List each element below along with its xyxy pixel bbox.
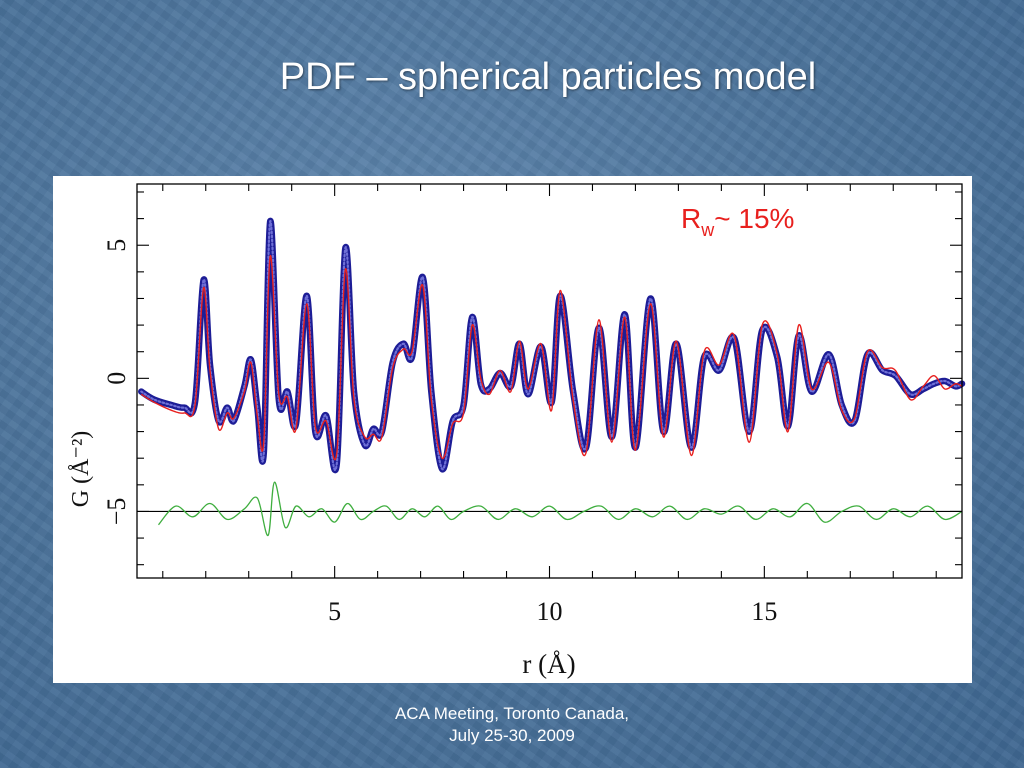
x-axis-label: r (Å) [522, 649, 575, 679]
y-tick-label: 0 [102, 372, 131, 385]
rw-annotation: Rw~ 15% [681, 203, 794, 240]
difference-curve [158, 481, 963, 537]
slide-title: PDF – spherical particles model [279, 56, 817, 98]
y-axis-label: G (Å⁻²) [68, 431, 94, 508]
y-tick-label: −5 [102, 498, 131, 526]
x-tick-label: 15 [751, 597, 777, 626]
footer-line-1: ACA Meeting, Toronto Canada, [394, 704, 630, 723]
y-tick-label-group: −5 [102, 498, 131, 526]
y-tick-label-group: 0 [102, 372, 131, 385]
series-layer [137, 218, 966, 537]
y-axis-title: G (Å⁻²) [68, 431, 94, 508]
footer: ACA Meeting, Toronto Canada, July 25-30,… [0, 703, 1024, 747]
x-tick-label: 10 [537, 597, 563, 626]
x-tick-label: 5 [328, 597, 341, 626]
pdf-chart: 5 10 15 5 0 −5 G (Å⁻²) r (Å) Rw~ 15% [68, 183, 966, 679]
rw-symbol: R [681, 203, 701, 234]
fit-curve [140, 255, 963, 461]
footer-line-2: July 25-30, 2009 [449, 726, 575, 745]
rw-subscript: w [700, 220, 715, 240]
tick-layer: 5 10 15 5 0 −5 [102, 184, 962, 626]
y-tick-label: 5 [102, 239, 131, 252]
y-tick-label-group: 5 [102, 239, 131, 252]
rw-value: ~ 15% [714, 203, 794, 234]
figure-panel: 5 10 15 5 0 −5 G (Å⁻²) r (Å) Rw~ 15% [53, 176, 972, 683]
